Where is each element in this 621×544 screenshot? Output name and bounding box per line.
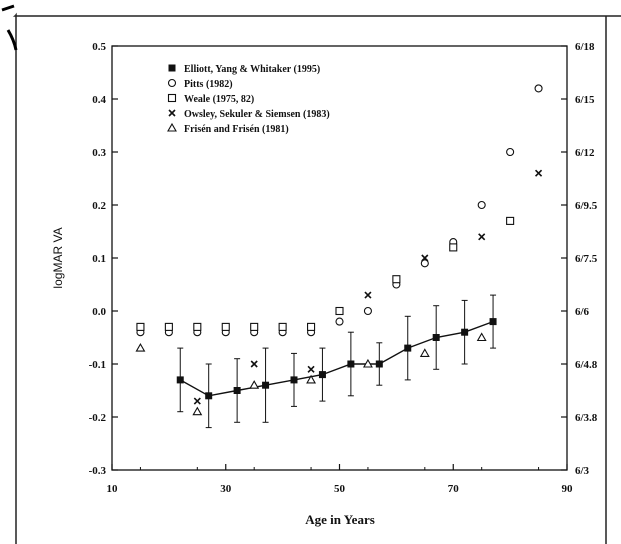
data-point — [193, 397, 201, 405]
y-tick-label: 0.1 — [92, 253, 106, 265]
legend-marker — [168, 109, 176, 117]
right-tick-label: 6/9.5 — [575, 200, 598, 212]
data-point — [364, 291, 372, 299]
data-point — [164, 322, 173, 331]
right-tick-label: 6/15 — [575, 94, 595, 106]
y-axis: -0.3 -0.2 -0.1 0.0 0.1 0.2 0.3 0.4 0.5 — [89, 41, 118, 477]
legend-label: Weale (1975, 82) — [184, 94, 254, 105]
data-point — [534, 84, 543, 93]
data-point — [363, 306, 372, 316]
y-tick-label: 0.3 — [92, 147, 106, 159]
right-axis: 6/3 6/3.8 6/4.8 6/6 6/7.5 6/9.5 6/12 6/15 6/18 — [561, 41, 598, 477]
data-point — [318, 371, 326, 379]
y-axis-title: logMAR VA — [51, 227, 65, 288]
data-point — [506, 147, 515, 157]
data-point — [249, 380, 260, 389]
right-tick-label: 6/3.8 — [575, 412, 598, 424]
data-point — [307, 365, 315, 373]
data-point — [375, 360, 383, 368]
y-tick-label: -0.2 — [89, 412, 107, 424]
legend-label: Frisén and Frisén (1981) — [184, 124, 289, 135]
y-tick-label: 0.4 — [92, 94, 106, 106]
legend-marker — [167, 122, 177, 132]
data-point — [432, 334, 440, 341]
data-point — [193, 322, 202, 331]
data-point — [489, 318, 497, 326]
data-point — [306, 374, 317, 384]
data-point — [335, 317, 344, 326]
data-point — [362, 358, 373, 368]
data-point — [307, 322, 316, 331]
legend-marker — [168, 64, 176, 72]
data-point — [136, 322, 145, 331]
data-point — [250, 322, 259, 331]
data-point — [420, 259, 429, 268]
legend-label: Elliott, Yang & Whitaker (1995) — [184, 64, 320, 75]
data-point — [262, 381, 270, 389]
right-tick-label: 6/4.8 — [575, 359, 598, 371]
legend-marker — [167, 93, 177, 103]
y-tick-label: -0.3 — [89, 465, 107, 477]
series-3 — [193, 169, 543, 405]
data-point — [421, 254, 429, 262]
data-point — [205, 392, 213, 400]
data-point — [478, 233, 486, 241]
legend-label: Pitts (1982) — [184, 79, 233, 90]
data-point — [404, 344, 412, 352]
series-0 — [176, 294, 497, 429]
y-tick-label: 0.0 — [92, 306, 106, 318]
x-tick-label: 50 — [334, 483, 346, 495]
corner-logo — [0, 0, 29, 51]
right-tick-label: 6/3 — [575, 465, 590, 477]
data-point — [534, 169, 543, 177]
y-tick-label: 0.5 — [92, 41, 106, 53]
series-4 — [135, 332, 487, 416]
x-tick-label: 10 — [107, 483, 119, 495]
data-point — [250, 360, 258, 368]
data-point — [392, 275, 401, 284]
x-tick-label: 70 — [448, 483, 460, 495]
right-tick-label: 6/7.5 — [575, 253, 598, 265]
legend: Elliott, Yang & Whitaker (1995) Pitts (19… — [156, 57, 379, 142]
data-point — [335, 306, 344, 316]
data-point — [476, 332, 487, 342]
data-point — [278, 322, 287, 331]
x-axis-title: Age in Years — [305, 512, 375, 527]
data-point — [449, 243, 458, 252]
data-point — [135, 342, 146, 352]
right-tick-label: 6/12 — [575, 147, 595, 159]
legend-label: Owsley, Sekuler & Siemsen (1983) — [184, 109, 330, 120]
right-tick-label: 6/18 — [575, 41, 595, 53]
series-line — [179, 320, 494, 397]
x-tick-label: 30 — [220, 483, 232, 495]
legend-marker — [167, 78, 177, 88]
series-2 — [136, 216, 515, 331]
data-point — [477, 200, 486, 210]
data-point — [347, 360, 355, 368]
y-tick-label: 0.2 — [92, 200, 106, 212]
data-point — [290, 376, 298, 384]
data-point — [221, 322, 230, 331]
data-point — [506, 216, 515, 225]
x-tick-label: 90 — [562, 483, 574, 495]
data-point — [233, 387, 241, 394]
data-point — [461, 328, 469, 336]
x-axis: 10 30 50 70 90 — [107, 464, 574, 495]
data-point — [419, 348, 430, 357]
y-tick-label: -0.1 — [89, 359, 106, 371]
series-layer — [135, 84, 543, 429]
legend-box — [156, 57, 379, 142]
data-point — [192, 406, 203, 416]
data-point — [176, 376, 184, 384]
right-tick-label: 6/6 — [575, 306, 590, 318]
